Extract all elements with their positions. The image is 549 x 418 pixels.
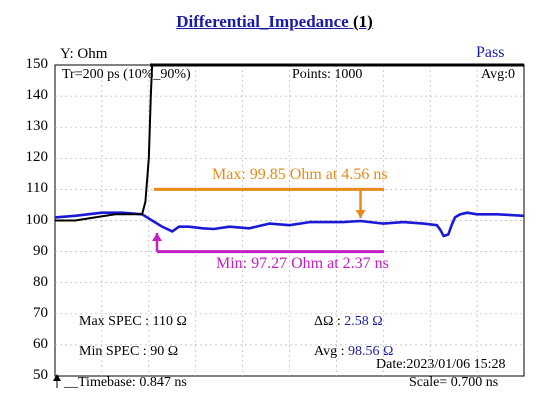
y-tick-label: 50 (33, 367, 48, 383)
series-layer (54, 64, 525, 238)
impedance-trace (54, 211, 525, 238)
avg-label-text: Avg : (314, 344, 345, 359)
min-spec-label: Min SPEC : 90 Ω (79, 344, 179, 359)
max-arrow-icon (355, 209, 366, 218)
tr-label: Tr=200 ps (10%_90%) (62, 67, 191, 82)
avg-label: Avg : 98.56 Ω (314, 344, 393, 360)
timebase-label: __Timebase: 0.847 ns (64, 375, 187, 390)
grid (55, 63, 524, 376)
min-arrow-icon (152, 232, 162, 241)
y-tick-label: 110 (26, 180, 48, 197)
y-tick-label: 130 (25, 118, 49, 135)
y-tick-label: 120 (25, 149, 49, 166)
y-tick-label: 150 (25, 56, 49, 72)
marker-layer (152, 187, 384, 254)
points-label: Points: 1000 (292, 67, 363, 82)
y-axis-label: Y: Ohm (60, 46, 108, 62)
max-spec-label: Max SPEC : 110 Ω (79, 314, 187, 329)
min-marker-label: Min: 97.27 Ohm at 2.37 ns (216, 255, 389, 272)
y-tick-label: 70 (33, 304, 48, 321)
delta-value: 2.58 Ω (344, 314, 383, 329)
chart-title: Differential_Impedance (1) (0, 12, 549, 32)
avg-value: 98.56 Ω (347, 344, 394, 359)
delta-label-text: ΔΩ : (314, 314, 341, 329)
pass-status: Pass (476, 44, 505, 61)
date-label: Date:2023/01/06 15:28 (376, 357, 506, 372)
y-tick-label: 60 (33, 335, 48, 352)
chart-title-index: (1) (352, 12, 373, 31)
y-tick-label: 140 (25, 87, 49, 104)
delta-label: ΔΩ : 2.58 Ω (314, 314, 383, 330)
step-response-trace (55, 64, 154, 222)
y-tick-label: 90 (33, 242, 48, 259)
max-marker-label: Max: 99.85 Ohm at 4.56 ns (212, 166, 388, 183)
x-axis-arrow-icon (53, 374, 61, 388)
scale-label: Scale= 0.700 ns (409, 375, 499, 390)
y-tick-label: 100 (25, 211, 49, 228)
chart-title-text: Differential_Impedance (176, 12, 349, 31)
y-tick-label: 80 (33, 273, 48, 290)
avg-count-label: Avg:0 (481, 67, 515, 82)
